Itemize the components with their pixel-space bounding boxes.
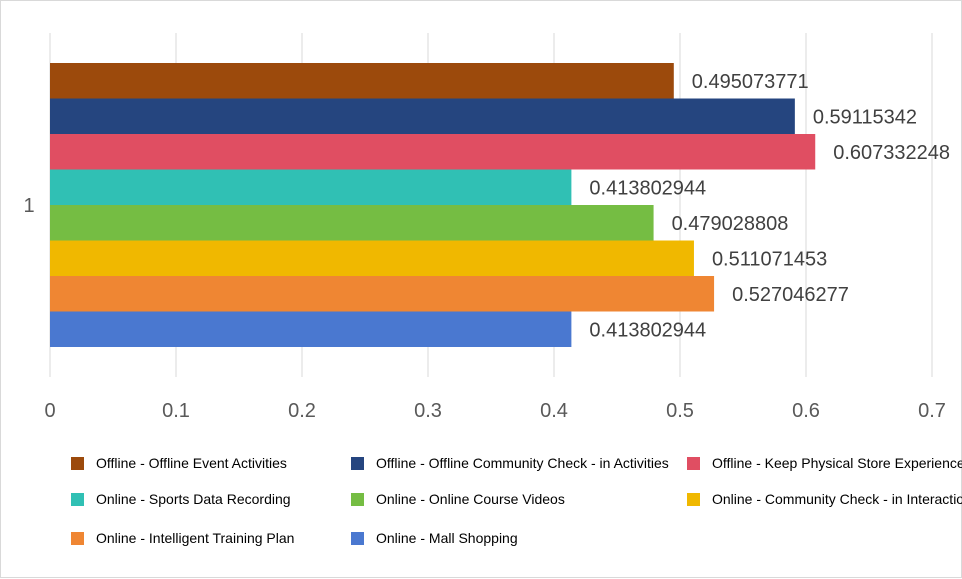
data-label: 0.511071453 [712,248,827,270]
bar [50,276,715,312]
data-label: 0.527046277 [732,284,849,306]
legend-swatch [71,493,84,506]
bar [50,134,816,170]
x-tick-label: 0.5 [666,400,694,422]
bar [50,169,572,205]
x-tick-label: 0.4 [540,400,568,422]
legend-label: Online - Online Course Videos [376,491,565,507]
legend-swatch [351,532,364,545]
x-axis-ticks: 0 0.1 0.2 0.3 0.4 0.5 0.6 0.7 [44,400,945,422]
legend-label: Offline - Keep Physical Store Experience [712,455,962,471]
bar [50,63,674,99]
data-label: 0.413802944 [589,177,706,199]
x-tick-label: 0.6 [792,400,820,422]
data-label: 0.495073771 [692,71,809,93]
legend-swatch [687,493,700,506]
x-tick-label: 0.1 [162,400,190,422]
bar [50,205,654,241]
legend-label: Offline - Offline Community Check - in A… [376,455,669,471]
x-tick-label: 0.3 [414,400,442,422]
bar [50,311,572,347]
x-tick-label: 0.2 [288,400,316,422]
legend-swatch [71,532,84,545]
legend-swatch [71,457,84,470]
bar [50,98,795,134]
data-label: 0.59115342 [813,106,917,128]
x-tick-label: 0.7 [918,400,946,422]
legend-label: Offline - Offline Event Activities [96,455,287,471]
data-label: 0.607332248 [833,142,950,164]
legend-swatch [687,457,700,470]
legend-swatch [351,457,364,470]
legend-label: Online - Mall Shopping [376,530,518,546]
legend-swatch [351,493,364,506]
y-axis-ticks: 1 [23,195,34,217]
legend: Offline - Offline Event Activities Offlin… [71,455,962,546]
x-tick-label: 0 [44,400,55,422]
legend-label: Online - Community Check - in Interactio… [712,491,962,507]
data-label: 0.413802944 [589,319,706,341]
legend-label: Online - Sports Data Recording [96,491,291,507]
data-label: 0.479028808 [672,213,789,235]
bar [50,240,694,276]
legend-label: Online - Intelligent Training Plan [96,530,294,546]
y-tick-label: 1 [23,195,34,217]
bars [50,63,816,347]
